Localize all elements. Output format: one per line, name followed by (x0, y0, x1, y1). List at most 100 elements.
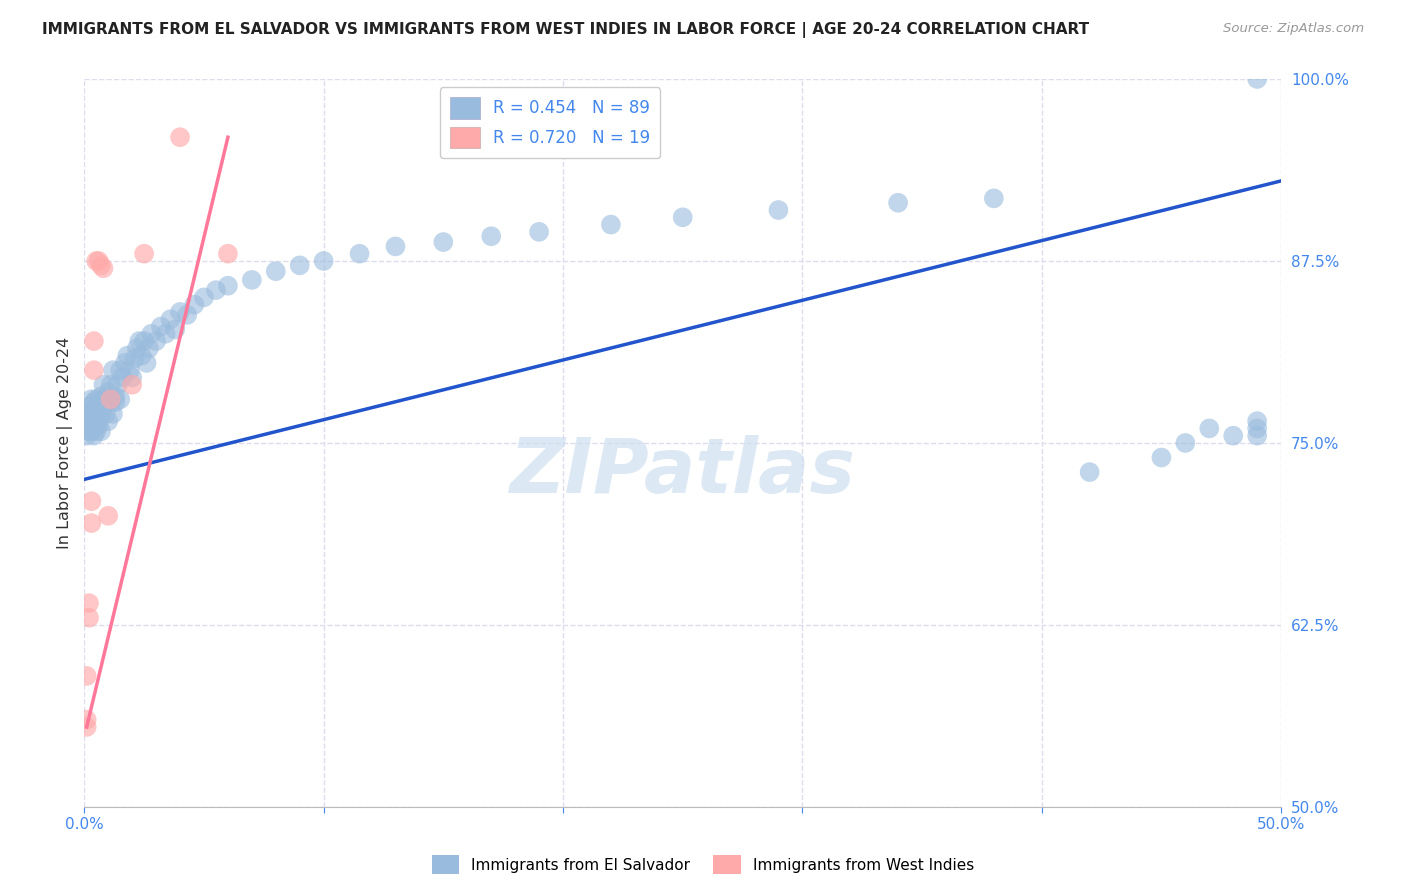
Point (101, 363, 124, 377)
Point (183, 298, 205, 312)
Point (141, 326, 163, 341)
Point (108, 363, 131, 377)
Point (90, 258, 112, 272)
Point (159, 312, 181, 326)
Point (1198, 421, 1220, 435)
Point (80, 421, 103, 435)
Point (108, 392, 131, 407)
Point (125, 342, 148, 356)
Point (80, 392, 103, 407)
Point (84, 392, 107, 407)
Point (1078, 465, 1101, 479)
Point (87, 407, 110, 421)
Point (1174, 436, 1197, 450)
Point (94, 395, 117, 409)
Point (77, 400, 100, 414)
Point (100, 377, 122, 392)
Point (1246, 72, 1268, 87)
Point (155, 326, 177, 341)
Point (84, 400, 107, 414)
Point (87, 395, 110, 409)
Point (240, 273, 263, 287)
Point (887, 195, 910, 210)
Point (165, 322, 187, 336)
Point (124, 351, 146, 366)
Point (131, 349, 153, 363)
Point (599, 218, 621, 232)
Point (768, 202, 790, 217)
Text: IMMIGRANTS FROM EL SALVADOR VS IMMIGRANTS FROM WEST INDIES IN LABOR FORCE | AGE : IMMIGRANTS FROM EL SALVADOR VS IMMIGRANT… (42, 22, 1090, 38)
Point (97, 508, 120, 523)
Point (80, 425, 103, 439)
Point (1150, 450, 1173, 465)
Point (1246, 428, 1268, 442)
Point (169, 130, 191, 145)
Point (672, 211, 695, 225)
Point (145, 334, 167, 348)
Point (76, 720, 98, 734)
Legend: Immigrants from El Salvador, Immigrants from West Indies: Immigrants from El Salvador, Immigrants … (426, 849, 980, 880)
Point (100, 395, 122, 409)
Point (128, 334, 150, 348)
Point (76, 407, 98, 421)
Point (135, 356, 157, 370)
Point (93, 377, 115, 392)
Point (80, 516, 103, 530)
Point (87, 418, 110, 433)
Point (84, 254, 107, 268)
Point (312, 254, 335, 268)
Legend: R = 0.454   N = 89, R = 0.720   N = 19: R = 0.454 N = 89, R = 0.720 N = 19 (440, 87, 661, 159)
Point (80, 404, 103, 418)
Point (107, 377, 129, 392)
Point (384, 239, 406, 253)
Point (94, 407, 117, 421)
Point (134, 334, 156, 348)
Point (76, 669, 98, 683)
Point (76, 713, 98, 727)
Point (1222, 428, 1244, 442)
Point (80, 494, 103, 508)
Point (111, 370, 134, 384)
Point (83, 414, 105, 428)
Point (83, 334, 105, 348)
Point (93, 392, 115, 407)
Text: ZIPatlas: ZIPatlas (510, 435, 856, 509)
Point (83, 363, 105, 377)
Point (97, 392, 120, 407)
Point (114, 356, 136, 370)
Point (527, 225, 550, 239)
Point (83, 395, 105, 409)
Point (117, 349, 139, 363)
Point (100, 392, 122, 407)
Point (93, 400, 115, 414)
Point (264, 264, 287, 278)
Point (118, 363, 141, 377)
Point (90, 389, 112, 403)
Point (983, 191, 1005, 205)
Point (93, 261, 115, 276)
Point (121, 370, 143, 384)
Point (101, 407, 124, 421)
Point (193, 290, 215, 304)
Point (84, 418, 107, 433)
Point (77, 596, 100, 610)
Point (76, 421, 98, 435)
Point (479, 229, 502, 244)
Point (432, 235, 454, 249)
Point (349, 246, 371, 260)
Point (134, 246, 156, 260)
Point (77, 418, 100, 433)
Point (288, 258, 311, 272)
Point (97, 384, 120, 399)
Point (83, 407, 105, 421)
Point (97, 414, 120, 428)
Point (76, 428, 98, 442)
Point (83, 428, 105, 442)
Y-axis label: In Labor Force | Age 20-24: In Labor Force | Age 20-24 (58, 337, 73, 549)
Text: Source: ZipAtlas.com: Source: ZipAtlas.com (1223, 22, 1364, 36)
Point (176, 308, 198, 322)
Point (205, 283, 228, 297)
Point (77, 610, 100, 624)
Point (169, 305, 191, 319)
Point (90, 409, 112, 424)
